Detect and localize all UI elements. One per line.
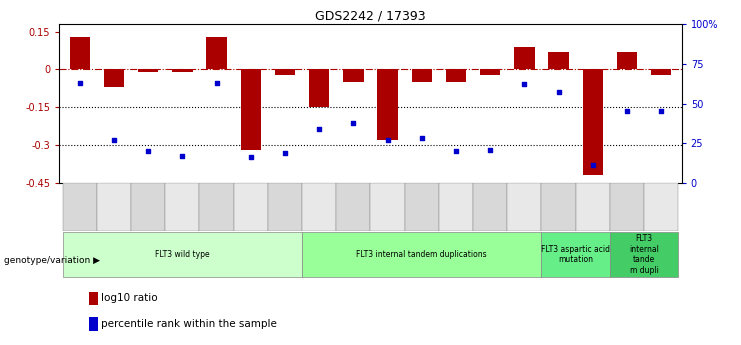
Bar: [508, 183, 542, 231]
Bar: [309, 69, 330, 107]
Point: [587, 162, 599, 168]
Point: [382, 137, 393, 143]
Point: [348, 120, 359, 125]
Point: [416, 136, 428, 141]
Point: [553, 90, 565, 95]
Bar: [165, 183, 199, 231]
Bar: [302, 232, 542, 277]
Bar: [172, 69, 193, 72]
Bar: [233, 183, 268, 231]
Bar: [411, 69, 432, 82]
Bar: [199, 183, 233, 231]
Text: FLT3 internal tandem duplications: FLT3 internal tandem duplications: [356, 250, 487, 259]
Title: GDS2242 / 17393: GDS2242 / 17393: [315, 10, 426, 23]
Bar: [63, 232, 302, 277]
Bar: [131, 183, 165, 231]
Point: [279, 150, 291, 156]
Point: [485, 147, 496, 152]
Text: FLT3 aspartic acid
mutation: FLT3 aspartic acid mutation: [541, 245, 610, 264]
Point: [519, 82, 531, 87]
Point: [621, 109, 633, 114]
Bar: [97, 183, 131, 231]
Bar: [405, 183, 439, 231]
Bar: [138, 69, 159, 72]
Point: [74, 80, 86, 86]
Bar: [610, 232, 678, 277]
Text: FLT3 wild type: FLT3 wild type: [155, 250, 210, 259]
Bar: [576, 183, 610, 231]
Point: [142, 148, 154, 154]
Text: log10 ratio: log10 ratio: [101, 294, 157, 303]
Bar: [377, 69, 398, 140]
Text: FLT3
internal
tande
m dupli: FLT3 internal tande m dupli: [629, 234, 659, 275]
Bar: [70, 37, 90, 69]
Bar: [644, 183, 678, 231]
Point: [245, 155, 256, 160]
Bar: [370, 183, 405, 231]
Bar: [542, 232, 610, 277]
Bar: [275, 69, 295, 75]
Point: [450, 148, 462, 154]
Bar: [548, 52, 569, 69]
Point: [655, 109, 667, 114]
Bar: [63, 183, 97, 231]
Bar: [343, 69, 364, 82]
Point: [176, 153, 188, 159]
Bar: [617, 52, 637, 69]
Bar: [446, 69, 466, 82]
Bar: [439, 183, 473, 231]
Point: [108, 137, 120, 143]
Bar: [651, 69, 671, 75]
Bar: [610, 183, 644, 231]
Bar: [336, 183, 370, 231]
Bar: [542, 183, 576, 231]
Bar: [206, 37, 227, 69]
Bar: [241, 69, 261, 150]
Point: [210, 80, 222, 86]
Bar: [268, 183, 302, 231]
Bar: [302, 183, 336, 231]
Point: [313, 126, 325, 132]
Bar: [473, 183, 508, 231]
Bar: [104, 69, 124, 87]
Text: genotype/variation ▶: genotype/variation ▶: [4, 256, 100, 265]
Bar: [514, 47, 535, 69]
Bar: [582, 69, 603, 175]
Bar: [480, 69, 500, 75]
Text: percentile rank within the sample: percentile rank within the sample: [101, 319, 276, 329]
